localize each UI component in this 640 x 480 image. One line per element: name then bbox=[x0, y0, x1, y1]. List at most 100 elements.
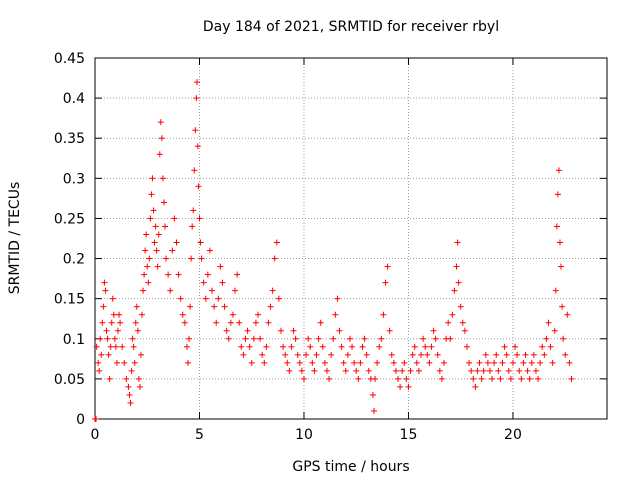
data-point bbox=[101, 279, 108, 286]
data-point bbox=[468, 367, 475, 374]
data-point bbox=[382, 279, 389, 286]
data-point bbox=[556, 239, 563, 246]
data-point bbox=[376, 343, 383, 350]
data-point bbox=[430, 327, 437, 334]
data-point bbox=[541, 351, 548, 358]
data-point bbox=[280, 343, 287, 350]
data-point bbox=[547, 343, 554, 350]
data-point bbox=[466, 359, 473, 366]
data-point bbox=[126, 391, 133, 398]
data-point bbox=[409, 351, 416, 358]
y-tick-label: 0.4 bbox=[63, 91, 85, 107]
data-point bbox=[555, 167, 562, 174]
data-point bbox=[196, 215, 203, 222]
data-point bbox=[537, 359, 544, 366]
data-point bbox=[470, 375, 477, 382]
data-point bbox=[227, 319, 234, 326]
data-point bbox=[153, 247, 160, 254]
data-point bbox=[232, 287, 239, 294]
data-point bbox=[403, 375, 410, 382]
data-point bbox=[509, 359, 516, 366]
data-point bbox=[374, 359, 381, 366]
data-point bbox=[491, 359, 498, 366]
data-point bbox=[495, 367, 502, 374]
data-point bbox=[189, 223, 196, 230]
data-point bbox=[338, 343, 345, 350]
data-point bbox=[259, 351, 266, 358]
data-point bbox=[184, 359, 191, 366]
data-point bbox=[497, 375, 504, 382]
data-point bbox=[386, 327, 393, 334]
data-point bbox=[428, 343, 435, 350]
data-point bbox=[453, 263, 460, 270]
data-point bbox=[159, 175, 166, 182]
data-point bbox=[357, 359, 364, 366]
data-point bbox=[420, 335, 427, 342]
data-point bbox=[114, 327, 121, 334]
data-point bbox=[167, 287, 174, 294]
data-point bbox=[139, 311, 146, 318]
data-point bbox=[342, 367, 349, 374]
data-point bbox=[378, 335, 385, 342]
data-point bbox=[181, 319, 188, 326]
data-point bbox=[292, 335, 299, 342]
data-point bbox=[135, 375, 142, 382]
data-point bbox=[119, 343, 126, 350]
data-point bbox=[221, 303, 228, 310]
data-point bbox=[457, 303, 464, 310]
data-point bbox=[554, 191, 561, 198]
plot-frame bbox=[94, 57, 608, 420]
data-point bbox=[474, 367, 481, 374]
data-point bbox=[146, 255, 153, 262]
data-point bbox=[346, 335, 353, 342]
data-point bbox=[326, 375, 333, 382]
data-point bbox=[125, 383, 132, 390]
data-point bbox=[309, 359, 316, 366]
data-point bbox=[96, 367, 103, 374]
data-point bbox=[530, 351, 537, 358]
data-point bbox=[127, 399, 134, 406]
data-point bbox=[162, 223, 169, 230]
y-tick-label: 0 bbox=[76, 412, 85, 428]
data-point bbox=[298, 367, 305, 374]
data-point bbox=[277, 327, 284, 334]
data-point bbox=[447, 335, 454, 342]
data-point bbox=[332, 311, 339, 318]
data-point bbox=[532, 367, 539, 374]
y-tick-label: 0.15 bbox=[54, 292, 85, 308]
data-point bbox=[552, 287, 559, 294]
data-point bbox=[106, 375, 113, 382]
data-point bbox=[246, 343, 253, 350]
data-point bbox=[568, 375, 575, 382]
data-point bbox=[372, 375, 379, 382]
data-point bbox=[351, 359, 358, 366]
data-point bbox=[187, 303, 194, 310]
data-point bbox=[449, 311, 456, 318]
data-point bbox=[349, 343, 356, 350]
data-point bbox=[328, 351, 335, 358]
data-point bbox=[432, 335, 439, 342]
data-point bbox=[252, 319, 259, 326]
data-point bbox=[434, 351, 441, 358]
data-point bbox=[198, 255, 205, 262]
data-point bbox=[156, 151, 163, 158]
data-point bbox=[353, 367, 360, 374]
data-point bbox=[424, 351, 431, 358]
data-point bbox=[334, 295, 341, 302]
data-point bbox=[112, 343, 119, 350]
data-point bbox=[558, 263, 565, 270]
data-point bbox=[179, 311, 186, 318]
data-point bbox=[141, 271, 148, 278]
data-point bbox=[194, 143, 201, 150]
data-point bbox=[269, 287, 276, 294]
data-point bbox=[459, 319, 466, 326]
data-point bbox=[445, 319, 452, 326]
x-tick-label: 20 bbox=[504, 427, 522, 443]
data-point bbox=[489, 375, 496, 382]
data-point bbox=[117, 319, 124, 326]
data-point bbox=[225, 335, 232, 342]
data-point bbox=[405, 383, 412, 390]
data-point bbox=[190, 207, 197, 214]
data-point bbox=[93, 343, 100, 350]
data-point bbox=[422, 343, 429, 350]
